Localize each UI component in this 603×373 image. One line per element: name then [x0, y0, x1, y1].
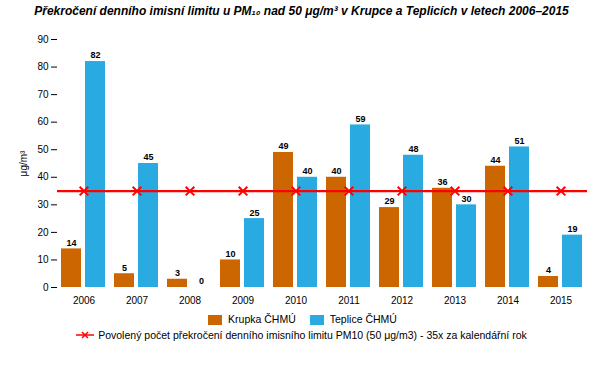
svg-text:2011: 2011 — [338, 295, 360, 306]
svg-text:50: 50 — [37, 144, 49, 155]
svg-text:49: 49 — [278, 141, 288, 151]
svg-text:2015: 2015 — [550, 295, 573, 306]
svg-text:2012: 2012 — [391, 295, 414, 306]
svg-text:0: 0 — [43, 282, 49, 293]
svg-text:51: 51 — [514, 136, 524, 146]
svg-text:40: 40 — [37, 171, 49, 182]
svg-text:80: 80 — [37, 61, 49, 72]
svg-text:30: 30 — [37, 199, 49, 210]
svg-text:19: 19 — [567, 224, 577, 234]
svg-text:59: 59 — [355, 114, 365, 124]
html-text:Povolený počet překročení denn: Povolený počet překročení denního imisní… — [98, 328, 527, 341]
svg-text:44: 44 — [490, 155, 500, 165]
svg-text:2008: 2008 — [179, 295, 202, 306]
svg-text:82: 82 — [90, 50, 100, 60]
svg-text:4: 4 — [546, 265, 551, 275]
svg-text:3: 3 — [175, 268, 180, 278]
svg-text:2013: 2013 — [444, 295, 467, 306]
svg-text:36: 36 — [437, 177, 447, 187]
svg-text:45: 45 — [143, 152, 153, 162]
svg-text:2014: 2014 — [497, 295, 520, 306]
svg-text:10: 10 — [225, 249, 235, 259]
html-text:Krupka ČHMÚ: Krupka ČHMÚ — [228, 313, 296, 325]
svg-text:70: 70 — [37, 89, 49, 100]
svg-text:60: 60 — [37, 116, 49, 127]
svg-text:40: 40 — [331, 166, 341, 176]
html-text:Teplice ČHMÚ: Teplice ČHMÚ — [329, 313, 397, 325]
svg-text:30: 30 — [461, 194, 471, 204]
svg-text:90: 90 — [37, 34, 49, 45]
svg-text:0: 0 — [199, 276, 204, 286]
svg-text:14: 14 — [66, 238, 76, 248]
svg-text:2006: 2006 — [73, 295, 96, 306]
svg-text:48: 48 — [408, 144, 418, 154]
svg-text:20: 20 — [37, 227, 49, 238]
svg-text:29: 29 — [384, 196, 394, 206]
svg-text:25: 25 — [249, 207, 259, 217]
svg-text:5: 5 — [122, 263, 127, 273]
svg-text:2007: 2007 — [126, 295, 149, 306]
svg-text:10: 10 — [37, 254, 49, 265]
svg-text:μg/m³: μg/m³ — [18, 150, 29, 176]
svg-text:2009: 2009 — [232, 295, 255, 306]
svg-text:2010: 2010 — [285, 295, 308, 306]
svg-text:40: 40 — [302, 166, 312, 176]
html-text:Překročení denního imisní limi: Překročení denního imisní limitu u PM₁₀ … — [34, 4, 569, 18]
